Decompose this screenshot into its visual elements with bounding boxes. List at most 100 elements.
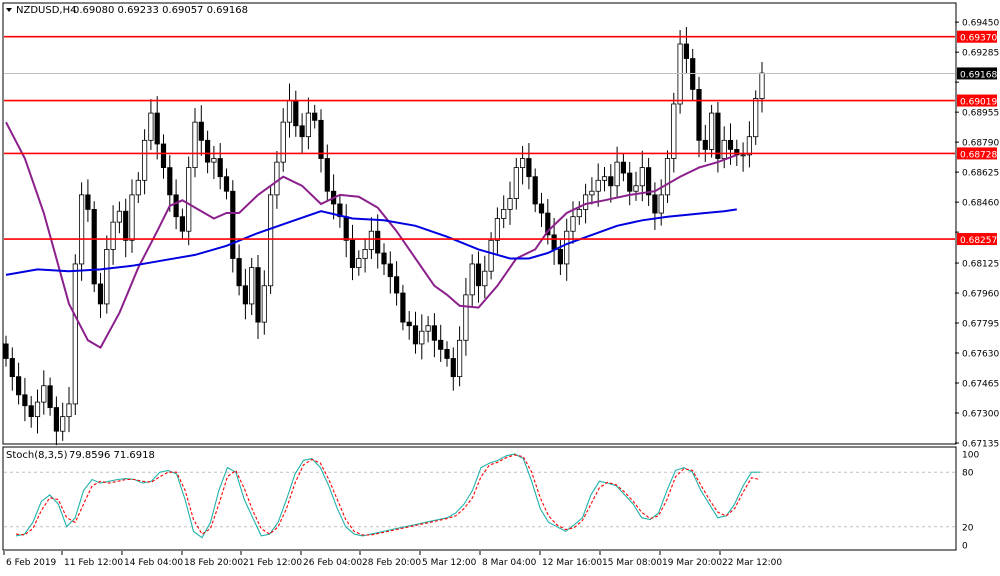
level-price-label: 0.69370 <box>960 34 997 44</box>
candle-body <box>230 190 236 259</box>
time-tick-label: 11 Feb 12:00 <box>64 558 123 568</box>
candle-body <box>715 112 721 159</box>
candle-body <box>135 179 141 196</box>
moving-average-slow <box>5 208 737 276</box>
candle-body <box>15 376 22 396</box>
candle-body <box>639 167 645 187</box>
price-tick-label: 0.69285 <box>962 49 999 59</box>
candle-body <box>154 112 160 145</box>
candle-body <box>293 99 299 127</box>
candle-body <box>412 325 419 345</box>
candle-body <box>299 125 305 138</box>
candle-body <box>620 161 627 174</box>
candle-body <box>47 385 53 408</box>
candle-body <box>186 167 192 232</box>
candle-body <box>564 230 570 265</box>
time-axis: 6 Feb 2019 11 Feb 12:00 14 Feb 04:00 18 Feb… <box>3 551 782 568</box>
candle-body <box>438 339 444 350</box>
candle-body <box>601 176 608 181</box>
level-price-label: 0.69019 <box>960 98 997 108</box>
candle-body <box>79 194 85 265</box>
candle-body <box>614 161 620 187</box>
candle-body <box>85 194 91 210</box>
candle-body <box>318 119 324 159</box>
stoch-tick-label: 20 <box>962 523 974 533</box>
candle-body <box>696 89 702 141</box>
candle-body <box>3 343 9 359</box>
candle-body <box>627 172 633 192</box>
time-tick-label: 6 Feb 2019 <box>6 558 57 568</box>
candle-body <box>551 234 557 250</box>
candle-body <box>690 58 696 90</box>
candle-body <box>734 149 740 156</box>
candle-body <box>671 103 677 159</box>
candle-body <box>608 176 614 187</box>
candle-body <box>545 212 551 236</box>
price-axis: 0.69370 0.69019 0.68728 0.68257 0.69168 0.694… <box>955 19 999 450</box>
candle-body <box>507 198 513 210</box>
level-price-label: 0.68728 <box>960 150 997 160</box>
candle-body <box>482 270 488 287</box>
price-tick-label: 0.68625 <box>962 169 999 179</box>
candle-body <box>595 179 601 192</box>
candle-body <box>469 263 475 296</box>
candle-body <box>356 258 362 268</box>
candle-body <box>513 167 519 199</box>
level-price-tag <box>957 30 997 43</box>
price-tick-label: 0.67465 <box>962 380 999 390</box>
time-tick-label: 8 Mar 04:00 <box>482 558 537 568</box>
candle-body <box>583 194 589 210</box>
candle-body <box>683 43 690 59</box>
candle-body <box>173 194 179 218</box>
candle-body <box>60 416 66 432</box>
candle-body <box>116 210 122 223</box>
candle-body <box>267 194 274 287</box>
candle-body <box>148 112 154 141</box>
candle-body <box>261 285 267 323</box>
candle-body <box>97 283 104 305</box>
candle-body <box>557 249 564 265</box>
candle-body <box>475 263 482 287</box>
candle-body <box>141 139 148 181</box>
time-tick-label: 15 Mar 08:00 <box>602 558 662 568</box>
symbol-label: NZDUSD,H4 <box>16 5 76 16</box>
candle-body <box>520 158 526 169</box>
candle-body <box>456 339 463 378</box>
price-tick-label: 0.69450 <box>962 19 999 29</box>
moving-average-fast <box>5 121 738 349</box>
candle-body <box>343 216 349 241</box>
dropdown-triangle-icon[interactable] <box>6 8 12 12</box>
candle-body <box>753 98 759 138</box>
stoch-tick-label: 80 <box>962 469 974 479</box>
candle-body <box>633 185 639 192</box>
time-tick-label: 19 Mar 20:00 <box>662 558 722 568</box>
candle-body <box>198 121 204 141</box>
price-tick-label: 0.67960 <box>962 290 999 300</box>
level-price-tag <box>957 233 997 246</box>
candle-body <box>255 267 261 323</box>
stoch-panel-frame <box>2 446 957 551</box>
candle-body <box>72 263 78 405</box>
candle-body <box>286 99 293 123</box>
candle-body <box>312 112 318 121</box>
candle-body <box>160 143 167 169</box>
candle-body <box>425 325 431 332</box>
stoch-label: Stoch(8,3,5) <box>6 450 68 461</box>
stoch-tick-label: 100 <box>962 451 979 461</box>
candle-body <box>501 209 507 219</box>
time-tick-label: 5 Mar 12:00 <box>422 558 477 568</box>
candle-body <box>53 407 60 432</box>
candle-body <box>538 203 545 214</box>
candle-body <box>242 285 248 305</box>
candle-body <box>91 209 97 285</box>
time-tick-label: 26 Feb 04:00 <box>303 558 362 568</box>
level-price-tag <box>957 94 997 107</box>
candle-body <box>104 249 110 305</box>
candle-body <box>129 194 135 241</box>
candle-body <box>368 230 375 250</box>
candle-body <box>337 203 343 218</box>
candle-body <box>444 348 450 359</box>
time-tick-label: 21 Feb 12:00 <box>243 558 302 568</box>
price-tick-label: 0.67135 <box>962 440 999 450</box>
candle-body <box>450 358 456 378</box>
